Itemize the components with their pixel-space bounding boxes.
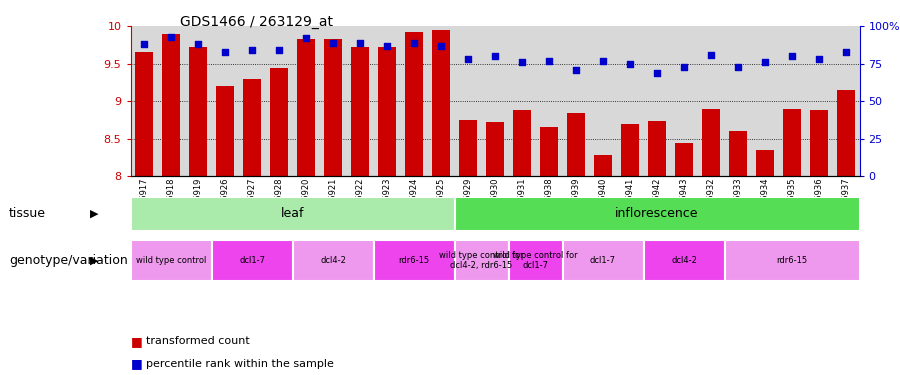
Point bbox=[164, 34, 178, 40]
Bar bbox=[162, 34, 180, 176]
Point bbox=[488, 53, 502, 59]
Point bbox=[245, 47, 259, 53]
Bar bbox=[378, 47, 397, 176]
Text: percentile rank within the sample: percentile rank within the sample bbox=[146, 359, 334, 369]
Bar bbox=[562, 240, 644, 281]
Bar bbox=[130, 197, 454, 231]
Bar bbox=[647, 122, 666, 176]
Point bbox=[542, 58, 556, 64]
Text: ■: ■ bbox=[130, 335, 142, 348]
Bar bbox=[135, 53, 153, 176]
Point bbox=[191, 41, 205, 47]
Text: dcl4-2: dcl4-2 bbox=[671, 256, 697, 265]
Bar bbox=[783, 109, 802, 176]
Point bbox=[407, 40, 421, 46]
Text: rdr6-15: rdr6-15 bbox=[777, 256, 807, 265]
Text: dcl4-2: dcl4-2 bbox=[320, 256, 346, 265]
Text: GDS1466 / 263129_at: GDS1466 / 263129_at bbox=[180, 15, 333, 29]
Point bbox=[515, 59, 529, 65]
Bar bbox=[540, 128, 558, 176]
Bar bbox=[454, 240, 508, 281]
Text: genotype/variation: genotype/variation bbox=[9, 254, 128, 267]
Bar bbox=[756, 150, 774, 176]
Bar bbox=[837, 90, 855, 176]
Bar bbox=[644, 240, 725, 281]
Point bbox=[272, 47, 286, 53]
Point bbox=[326, 40, 340, 46]
Point bbox=[731, 64, 745, 70]
Bar bbox=[702, 109, 721, 176]
Point bbox=[839, 49, 853, 55]
Bar bbox=[297, 39, 316, 176]
Point bbox=[677, 64, 691, 70]
Bar bbox=[270, 68, 289, 176]
Text: tissue: tissue bbox=[9, 207, 46, 220]
Text: ■: ■ bbox=[130, 357, 142, 370]
Point bbox=[758, 59, 772, 65]
Text: wild type control for
dcl4-2, rdr6-15: wild type control for dcl4-2, rdr6-15 bbox=[439, 251, 524, 270]
Point bbox=[623, 61, 637, 67]
Bar bbox=[130, 240, 212, 281]
Bar bbox=[212, 240, 292, 281]
Bar bbox=[292, 240, 374, 281]
Text: wild type control for
dcl1-7: wild type control for dcl1-7 bbox=[493, 251, 578, 270]
Text: wild type control: wild type control bbox=[136, 256, 206, 265]
Point bbox=[137, 41, 151, 47]
Point bbox=[650, 70, 664, 76]
Bar bbox=[189, 47, 207, 176]
Bar bbox=[508, 240, 562, 281]
Bar bbox=[351, 47, 370, 176]
Bar bbox=[486, 122, 504, 176]
Text: inflorescence: inflorescence bbox=[616, 207, 698, 220]
Point bbox=[569, 67, 583, 73]
Text: transformed count: transformed count bbox=[146, 336, 249, 346]
Bar bbox=[432, 30, 451, 176]
Point bbox=[353, 40, 367, 46]
Point bbox=[434, 43, 448, 49]
Bar bbox=[324, 39, 343, 176]
Bar bbox=[567, 112, 586, 176]
Point bbox=[218, 49, 232, 55]
Text: leaf: leaf bbox=[281, 207, 304, 220]
Bar bbox=[724, 240, 859, 281]
Point bbox=[785, 53, 799, 59]
Point bbox=[596, 58, 610, 64]
Bar bbox=[729, 131, 747, 176]
Point bbox=[299, 35, 313, 41]
Point bbox=[380, 43, 394, 49]
Text: dcl1-7: dcl1-7 bbox=[590, 256, 616, 265]
Point bbox=[812, 56, 826, 62]
Bar bbox=[513, 110, 531, 176]
Bar bbox=[675, 142, 694, 176]
Point bbox=[461, 56, 475, 62]
Bar bbox=[243, 79, 261, 176]
Text: rdr6-15: rdr6-15 bbox=[399, 256, 429, 265]
Text: ▶: ▶ bbox=[90, 256, 98, 266]
Text: dcl1-7: dcl1-7 bbox=[239, 256, 265, 265]
Bar bbox=[459, 120, 478, 176]
Bar bbox=[621, 124, 639, 176]
Bar bbox=[810, 110, 829, 176]
Point bbox=[704, 52, 718, 58]
Bar bbox=[216, 86, 234, 176]
Text: ▶: ▶ bbox=[90, 209, 98, 219]
Bar bbox=[594, 155, 612, 176]
Bar bbox=[374, 240, 454, 281]
Bar bbox=[454, 197, 860, 231]
Bar bbox=[405, 32, 424, 176]
